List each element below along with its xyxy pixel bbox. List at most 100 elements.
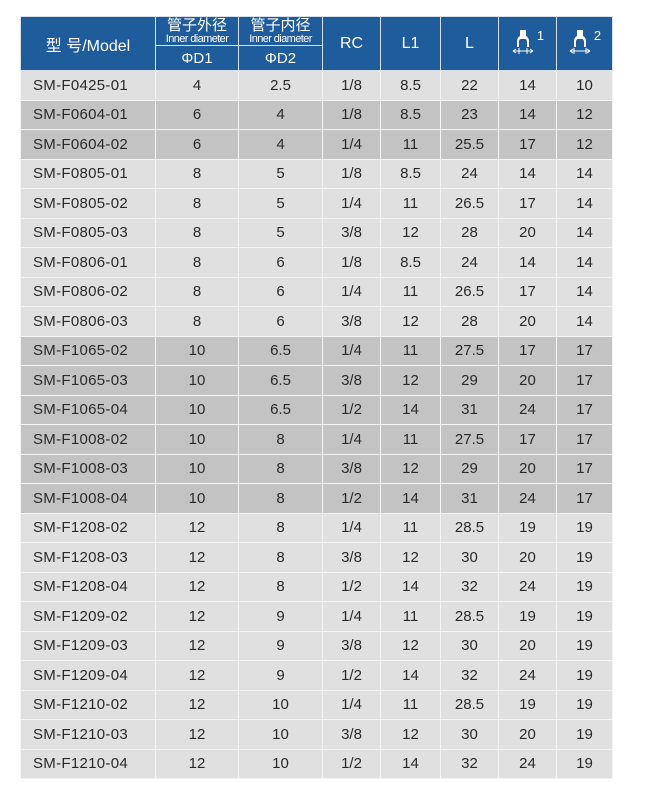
cell-rc: 3/8 — [322, 453, 381, 484]
cell-w2: 14 — [556, 276, 613, 307]
cell-w2: 14 — [556, 188, 613, 219]
header-d1-cn: 管子外径 — [166, 16, 227, 34]
cell-d1: 12 — [155, 601, 239, 632]
cell-d1: 4 — [155, 70, 239, 101]
cell-l1: 8.5 — [380, 247, 441, 278]
header-w2: 2 — [556, 16, 613, 71]
cell-l1: 14 — [380, 571, 441, 602]
cell-l: 32 — [440, 660, 499, 691]
cell-w2: 17 — [556, 424, 613, 455]
cell-d1: 12 — [155, 630, 239, 661]
cell-d1: 12 — [155, 512, 239, 543]
cell-d2: 6.5 — [238, 365, 323, 396]
header-d2-cn: 管子内径 — [250, 16, 311, 34]
cell-w1: 17 — [498, 129, 557, 160]
cell-l: 29 — [440, 453, 499, 484]
cell-d2: 4 — [238, 129, 323, 160]
table-row: SM-F1008-02 10 8 1/4 11 27.5 17 17 — [20, 424, 613, 455]
cell-rc: 1/4 — [322, 276, 381, 307]
cell-w1: 20 — [498, 453, 557, 484]
header-d2: 管子内径 Inner diameter — [238, 16, 323, 46]
cell-w2: 12 — [556, 99, 613, 130]
cell-d1: 12 — [155, 719, 239, 750]
spec-table: 型 号/Model 管子外径 Inner diameter 管子内径 Inner… — [20, 16, 613, 779]
cell-d2: 5 — [238, 188, 323, 219]
cell-rc: 1/4 — [322, 512, 381, 543]
cell-w1: 20 — [498, 719, 557, 750]
cell-w2: 19 — [556, 630, 613, 661]
cell-l1: 11 — [380, 129, 441, 160]
cell-rc: 1/4 — [322, 424, 381, 455]
cell-w2: 19 — [556, 748, 613, 779]
cell-w1: 20 — [498, 630, 557, 661]
table-row: SM-F1065-02 10 6.5 1/4 11 27.5 17 17 — [20, 335, 613, 366]
cell-l: 31 — [440, 394, 499, 425]
cell-w2: 19 — [556, 719, 613, 750]
cell-d1: 6 — [155, 129, 239, 160]
cell-w1: 17 — [498, 424, 557, 455]
cell-model: SM-F1008-03 — [20, 453, 156, 484]
cell-w1: 17 — [498, 276, 557, 307]
cell-model: SM-F0805-01 — [20, 158, 156, 189]
table-row: SM-F0604-02 6 4 1/4 11 25.5 17 12 — [20, 129, 613, 160]
cell-l: 26.5 — [440, 188, 499, 219]
cell-d1: 6 — [155, 99, 239, 130]
cell-d2: 6 — [238, 247, 323, 278]
cell-model: SM-F1210-02 — [20, 689, 156, 720]
table-row: SM-F0425-01 4 2.5 1/8 8.5 22 14 10 — [20, 70, 613, 101]
cell-rc: 1/2 — [322, 660, 381, 691]
table-row: SM-F0604-01 6 4 1/8 8.5 23 14 12 — [20, 99, 613, 130]
cell-model: SM-F1209-04 — [20, 660, 156, 691]
cell-l: 30 — [440, 719, 499, 750]
cell-d2: 4 — [238, 99, 323, 130]
cell-rc: 3/8 — [322, 630, 381, 661]
header-model: 型 号/Model — [20, 16, 156, 71]
cell-d2: 9 — [238, 630, 323, 661]
cell-d1: 12 — [155, 748, 239, 779]
cell-l1: 11 — [380, 512, 441, 543]
cell-l: 30 — [440, 542, 499, 573]
cell-d2: 6.5 — [238, 335, 323, 366]
cell-rc: 1/8 — [322, 158, 381, 189]
cell-model: SM-F1210-03 — [20, 719, 156, 750]
header-l1: L1 — [380, 16, 441, 71]
cell-l1: 14 — [380, 660, 441, 691]
cell-d1: 10 — [155, 453, 239, 484]
cell-w1: 24 — [498, 660, 557, 691]
cell-d1: 10 — [155, 394, 239, 425]
cell-d2: 5 — [238, 217, 323, 248]
cell-d1: 12 — [155, 660, 239, 691]
cell-l1: 12 — [380, 453, 441, 484]
cell-d2: 6.5 — [238, 394, 323, 425]
cell-l: 28 — [440, 306, 499, 337]
cell-l1: 11 — [380, 335, 441, 366]
cell-l: 29 — [440, 365, 499, 396]
cell-d1: 8 — [155, 217, 239, 248]
cell-rc: 1/4 — [322, 689, 381, 720]
cell-w2: 19 — [556, 542, 613, 573]
header-w1-label: 1 — [536, 28, 545, 43]
cell-d2: 8 — [238, 571, 323, 602]
cell-d2: 8 — [238, 424, 323, 455]
header-d2-en: Inner diameter — [249, 32, 312, 45]
cell-w1: 24 — [498, 483, 557, 514]
cell-d1: 8 — [155, 247, 239, 278]
table-row: SM-F1209-02 12 9 1/4 11 28.5 19 19 — [20, 601, 613, 632]
table-row: SM-F1210-04 12 10 1/2 14 32 24 19 — [20, 748, 613, 779]
table-row: SM-F1208-04 12 8 1/2 14 32 24 19 — [20, 571, 613, 602]
cell-w1: 14 — [498, 99, 557, 130]
cell-w1: 20 — [498, 306, 557, 337]
cell-model: SM-F0806-02 — [20, 276, 156, 307]
cell-d2: 2.5 — [238, 70, 323, 101]
cell-l1: 11 — [380, 424, 441, 455]
cell-l: 22 — [440, 70, 499, 101]
cell-d2: 9 — [238, 660, 323, 691]
cell-w2: 17 — [556, 394, 613, 425]
cell-rc: 3/8 — [322, 365, 381, 396]
header-d2-symbol: ΦD2 — [238, 45, 323, 71]
cell-d1: 10 — [155, 335, 239, 366]
cell-d2: 10 — [238, 748, 323, 779]
fork-width-icon — [569, 30, 591, 54]
cell-d2: 8 — [238, 483, 323, 514]
cell-w2: 19 — [556, 689, 613, 720]
